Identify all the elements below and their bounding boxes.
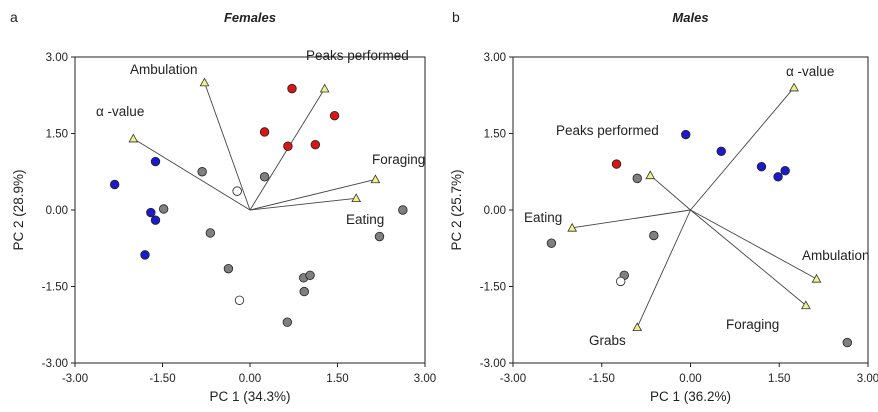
data-point	[234, 295, 245, 305]
x-tick-label: -3.00	[500, 373, 526, 385]
y-tick-label: -1.50	[42, 282, 68, 294]
data-point	[283, 141, 293, 151]
loading-vector-line	[133, 138, 251, 211]
x-tick-label: -3.00	[62, 373, 88, 385]
x-tick-label: 1.50	[326, 373, 348, 385]
data-point	[223, 263, 234, 274]
loading-vector-marker	[319, 83, 330, 93]
data-point	[158, 204, 169, 214]
y-tick-label: -3.00	[42, 358, 68, 370]
y-tick-label: 0.00	[484, 205, 506, 217]
data-point	[299, 286, 309, 297]
y-axis-title: PC 2 (28.9%)	[11, 169, 26, 250]
y-axis-title: PC 2 (25.7%)	[449, 169, 464, 250]
loading-label: Foraging	[372, 152, 425, 167]
x-axis-title: PC 1 (34.3%)	[209, 389, 290, 404]
data-point	[150, 156, 161, 167]
panel-letter: b	[452, 9, 460, 25]
loading-label: Peaks performed	[306, 48, 409, 63]
data-point	[611, 159, 622, 169]
panel-letter: a	[10, 9, 18, 25]
data-point	[150, 215, 161, 225]
y-tick-label: -3.00	[480, 358, 506, 370]
loading-label: Eating	[346, 212, 384, 227]
data-point	[374, 231, 385, 242]
loading-vector-marker	[567, 222, 578, 232]
loading-vector-marker	[632, 322, 643, 332]
data-point	[632, 173, 642, 184]
loading-vector-line	[572, 209, 691, 229]
loading-vector-marker	[370, 174, 381, 184]
y-tick-label: 3.00	[484, 52, 506, 64]
panel-title: Females	[224, 10, 276, 25]
x-axis-title: PC 1 (36.2%)	[650, 389, 731, 404]
data-point	[398, 205, 408, 215]
loading-label: Ambulation	[130, 62, 198, 77]
data-point	[259, 127, 270, 137]
data-point	[615, 276, 626, 287]
loading-vector-line	[690, 209, 817, 280]
loading-vector-marker	[811, 273, 822, 283]
y-tick-label: 1.50	[484, 129, 506, 141]
data-point	[146, 207, 156, 218]
data-point	[259, 172, 270, 182]
data-point	[310, 140, 321, 150]
loading-vector-marker	[789, 82, 799, 92]
data-point	[197, 167, 207, 177]
loading-vector-marker	[128, 133, 139, 143]
loading-vector-marker	[199, 77, 210, 87]
x-tick-label: 1.50	[768, 373, 790, 385]
loading-vector-line	[690, 209, 807, 306]
data-point	[232, 186, 242, 196]
data-point	[546, 238, 557, 248]
loading-vector-line	[249, 178, 376, 211]
data-point	[205, 228, 216, 238]
loading-label: Ambulation	[802, 248, 870, 263]
loading-vector-marker	[351, 193, 362, 203]
x-tick-label: -1.50	[589, 373, 615, 385]
data-point	[681, 129, 691, 140]
loading-label: Grabs	[589, 333, 626, 348]
data-point	[329, 110, 340, 121]
loading-vector-marker	[645, 170, 656, 180]
loading-vector-line	[204, 82, 251, 211]
x-tick-label: -1.50	[149, 373, 175, 385]
y-tick-label: 1.50	[46, 129, 68, 141]
data-point	[282, 317, 293, 327]
data-point	[109, 179, 120, 190]
data-point	[756, 161, 767, 172]
loading-vector-line	[249, 197, 357, 211]
chart-panel-b: b Males -3.00 -1.50 0.00 1.50 3.00 -3.00 -1.50 0.…	[449, 9, 878, 404]
data-point	[842, 337, 852, 348]
data-point	[780, 166, 790, 176]
loading-label: Eating	[524, 210, 562, 225]
data-point	[649, 230, 659, 241]
loading-label: Peaks performed	[556, 123, 659, 138]
loading-vector-line	[649, 174, 691, 211]
panel-title: Males	[672, 10, 708, 25]
loading-vector-line	[636, 209, 691, 328]
data-point	[305, 270, 315, 280]
x-tick-label: 0.00	[239, 373, 261, 385]
data-point	[773, 172, 783, 182]
loading-vector-line	[690, 87, 795, 211]
loading-label: α -value	[96, 104, 144, 119]
loading-label: α -value	[786, 64, 834, 79]
x-tick-label: 3.00	[414, 373, 436, 385]
x-tick-label: 3.00	[857, 373, 878, 385]
data-point	[716, 146, 726, 157]
x-tick-label: 0.00	[679, 373, 701, 385]
chart-panel-a: a Females -3.00 -1.50 0.00 1.50 3.00 -3.00 -1.50…	[10, 9, 436, 404]
data-point	[140, 250, 150, 260]
data-point	[287, 83, 297, 94]
loading-label: Foraging	[726, 317, 779, 332]
y-tick-label: 0.00	[46, 205, 68, 217]
y-tick-label: 3.00	[46, 52, 68, 64]
y-tick-label: -1.50	[480, 282, 506, 294]
loading-vector-marker	[800, 300, 811, 310]
